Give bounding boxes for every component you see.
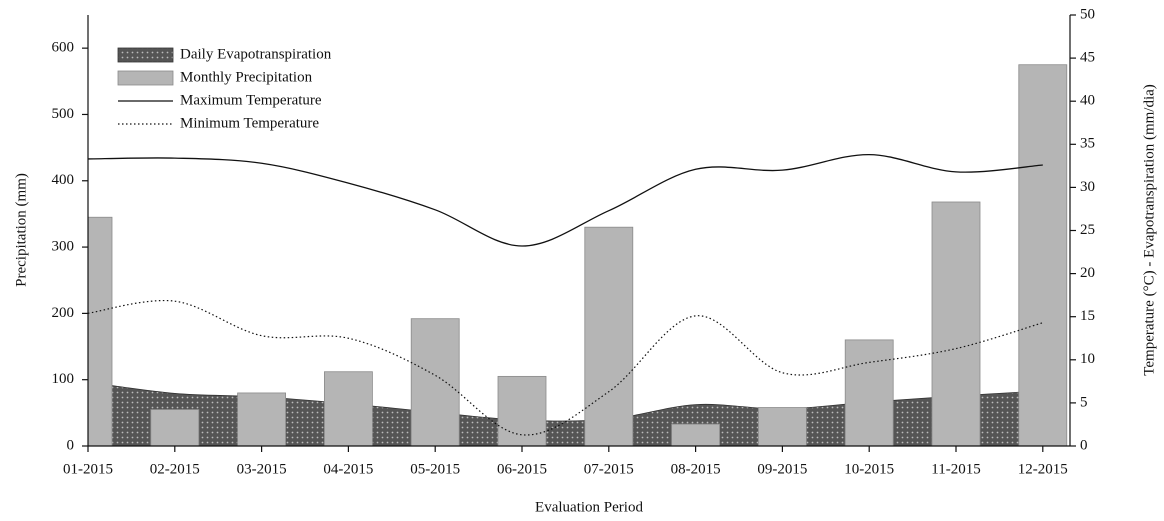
y2-tick-label: 50 bbox=[1080, 6, 1095, 22]
x-tick-label: 11-2015 bbox=[931, 461, 980, 477]
legend-label: Minimum Temperature bbox=[180, 115, 319, 131]
y2-tick-label: 40 bbox=[1080, 93, 1095, 109]
line bbox=[88, 299, 1043, 436]
legend-swatch bbox=[117, 47, 174, 63]
y-tick-label: 400 bbox=[52, 172, 75, 188]
x-tick-label: 09-2015 bbox=[757, 461, 807, 477]
y-tick-label: 200 bbox=[52, 305, 75, 321]
y2-tick-label: 5 bbox=[1080, 394, 1088, 410]
bar bbox=[323, 371, 373, 446]
x-tick-label: 01-2015 bbox=[63, 461, 113, 477]
y2-tick-label: 45 bbox=[1080, 50, 1095, 66]
bar bbox=[237, 392, 287, 446]
y2-tick-label: 30 bbox=[1080, 179, 1095, 195]
x-tick-label: 04-2015 bbox=[323, 461, 373, 477]
x-tick-label: 08-2015 bbox=[671, 461, 721, 477]
bar bbox=[844, 339, 894, 446]
y2-tick-label: 25 bbox=[1080, 222, 1095, 238]
y2-axis-title: Temperature (°C) - Evapotranspiration (m… bbox=[1141, 84, 1157, 376]
bar bbox=[671, 423, 720, 446]
x-tick-label: 03-2015 bbox=[237, 461, 287, 477]
y2-tick-label: 15 bbox=[1080, 308, 1095, 324]
legend-label: Daily Evapotranspiration bbox=[180, 46, 332, 62]
x-tick-label: 07-2015 bbox=[584, 461, 634, 477]
x-tick-label: 06-2015 bbox=[497, 461, 547, 477]
y-tick-label: 300 bbox=[52, 239, 75, 255]
x-tick-label: 10-2015 bbox=[844, 461, 894, 477]
x-tick-label: 05-2015 bbox=[410, 461, 460, 477]
y2-tick-label: 10 bbox=[1080, 351, 1095, 367]
legend-label: Maximum Temperature bbox=[180, 92, 322, 108]
y-tick-label: 600 bbox=[52, 40, 75, 56]
y-tick-label: 0 bbox=[67, 437, 75, 453]
legend-label: Monthly Precipitation bbox=[180, 69, 313, 85]
y2-tick-label: 20 bbox=[1080, 265, 1095, 281]
y2-tick-label: 0 bbox=[1080, 437, 1088, 453]
bar bbox=[497, 375, 547, 446]
y2-tick-label: 35 bbox=[1080, 136, 1095, 152]
bar bbox=[88, 216, 113, 446]
bar bbox=[1018, 64, 1068, 446]
y-tick-label: 500 bbox=[52, 106, 75, 122]
y-axis-title: Precipitation (mm) bbox=[13, 173, 29, 287]
line bbox=[88, 153, 1043, 247]
bar bbox=[150, 409, 200, 446]
legend-swatch bbox=[117, 70, 174, 86]
x-axis-title: Evaluation Period bbox=[535, 499, 643, 515]
area bbox=[88, 381, 1044, 446]
bar bbox=[584, 226, 634, 446]
y-tick-label: 100 bbox=[52, 371, 75, 387]
x-tick-label: 12-2015 bbox=[1018, 461, 1068, 477]
x-tick-label: 02-2015 bbox=[150, 461, 200, 477]
bar bbox=[931, 201, 981, 446]
plot bbox=[88, 64, 1068, 446]
bar bbox=[758, 407, 807, 446]
bar bbox=[410, 318, 460, 446]
